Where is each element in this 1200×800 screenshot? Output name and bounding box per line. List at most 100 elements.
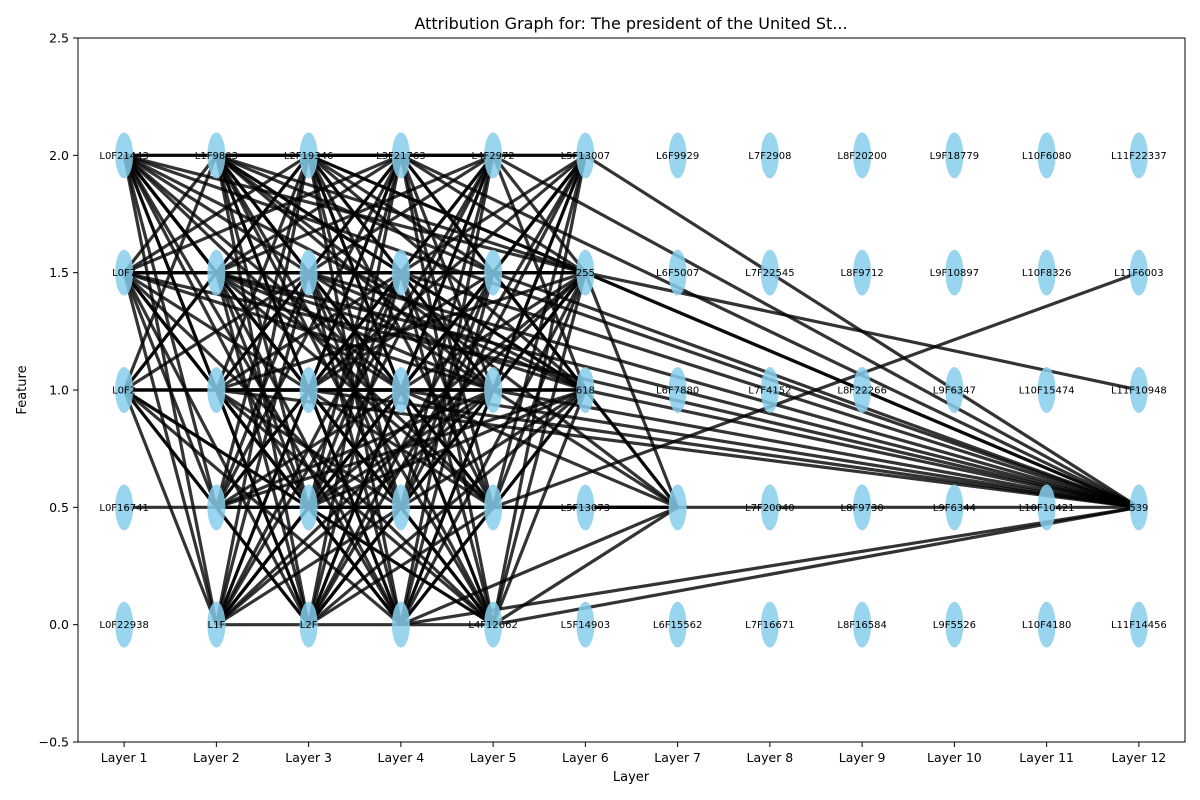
node-L6F7880 [668,367,687,413]
node-L3F???a [391,249,410,296]
node-label-43: L11F10948 [1111,386,1167,397]
node-label-42: L11F6003 [1114,268,1164,279]
edge-18 [122,154,218,274]
node-label-30: L8F16584 [837,620,887,631]
x-tick-label: Layer 2 [193,750,240,765]
edge-163 [307,154,403,508]
x-tick-label: Layer 10 [927,750,982,765]
node-label-33: L9F6347 [933,386,976,397]
edge-196 [400,153,1140,509]
node-label-24: L7F20040 [745,503,795,514]
node-L3F???b [391,367,410,413]
edge-202 [400,153,587,275]
x-tick-label: Layer 8 [746,750,793,765]
edge-177 [307,272,403,626]
node-L1F???a [207,249,226,296]
node-label-13: 255 [576,268,595,279]
node-label-19: L6F7880 [656,386,699,397]
x-tick-label: Layer 12 [1112,750,1167,765]
node-L9F5526 [945,601,964,648]
node-L6F15562 [668,601,687,648]
node-L1F???c [207,484,226,531]
edge-142 [307,153,494,275]
node-label-26: L8F20200 [837,151,887,162]
node-L4F???b [484,367,503,413]
node-L10F8326 [1037,249,1056,296]
node-L7F16671 [760,601,779,648]
x-axis: Layer 1 Layer 2 Layer 3 Layer 4 Layer 5 Layer… [101,742,1167,765]
node-labels-layer: L0F21443 L0F7 L0F2 L0F16741 L0F22938 L1F9803 L… [99,151,1166,631]
node-label-14: 618 [576,386,595,397]
node-L7F2908 [760,132,779,179]
node-label-28: L8F22266 [837,386,887,397]
node-L5F13007 [576,132,595,179]
node-L9F6344 [945,484,964,531]
edge-255 [491,272,587,626]
node-L1F???b [207,367,226,413]
node-L5F13073 [576,484,595,531]
x-tick-label: Layer 7 [654,750,701,765]
node-label-27: L8F9712 [841,268,884,279]
node-label-38: L10F15474 [1019,386,1075,397]
node-label-8: L2F [300,620,318,631]
edge-249 [491,154,587,508]
node-label-31: L9F18779 [930,151,980,162]
node-label-1: L0F7 [112,268,136,279]
edges-layer [122,153,1140,627]
node-L6F5007 [668,249,687,296]
x-tick-label: Layer 11 [1019,750,1074,765]
node-label-0: L0F21443 [99,151,149,162]
node-L7F20040 [760,484,779,531]
edge-233 [400,505,679,627]
node-label-15: L5F13073 [561,503,611,514]
y-tick-label: 2.5 [49,31,69,46]
node-label-32: L9F10897 [930,268,980,279]
edge-206 [399,154,495,391]
node-label-37: L10F8326 [1022,268,1072,279]
y-tick-label: 1.5 [49,265,69,280]
y-tick-label: 1.0 [49,383,69,398]
edge-216 [399,154,495,508]
node-label-22: L7F22545 [745,268,795,279]
node-L11F14456 [1129,601,1148,648]
node-L10F4180 [1037,601,1056,648]
node-label-5: L1F9803 [195,151,238,162]
y-tick-label: 0.5 [49,500,69,515]
node-L8F22266 [853,367,872,413]
node-label-34: L9F6344 [933,503,976,514]
y-tick-label: 0.0 [49,617,69,632]
node-L6F9929 [668,132,687,179]
edge-257 [492,505,679,627]
node-L5F???255 [576,249,595,296]
node-L0F7??? [115,249,134,296]
node-L11F???539 [1129,484,1148,531]
edge-111 [214,272,311,626]
edge-118 [215,505,402,627]
edge-226 [399,272,495,626]
node-L5F???618 [576,367,595,413]
node-label-20: L6F15562 [653,620,703,631]
node-L2F???b [299,367,318,413]
edge-150 [307,154,403,391]
node-L8F20200 [853,132,872,179]
node-L4F???a [484,249,503,296]
node-L9F10897 [945,249,964,296]
edge-176 [307,155,403,625]
node-L10F10421 [1037,484,1056,531]
edge-225 [399,155,495,625]
node-L11F22337 [1129,132,1148,179]
node-L3F21763 [391,132,410,179]
node-label-2: L0F2 [112,386,136,397]
x-tick-label: Layer 6 [562,750,609,765]
node-L3F???d [391,601,410,648]
node-label-10: L4F2972 [472,151,515,162]
y-tick-label: 2.0 [49,148,69,163]
edge-182 [307,271,495,626]
node-L2F19346 [299,132,318,179]
edge-103 [214,154,403,509]
y-tick-label: −0.5 [39,735,69,750]
edge-262 [583,272,680,508]
node-L11F10948 [1129,367,1148,413]
edge-247 [492,388,679,509]
